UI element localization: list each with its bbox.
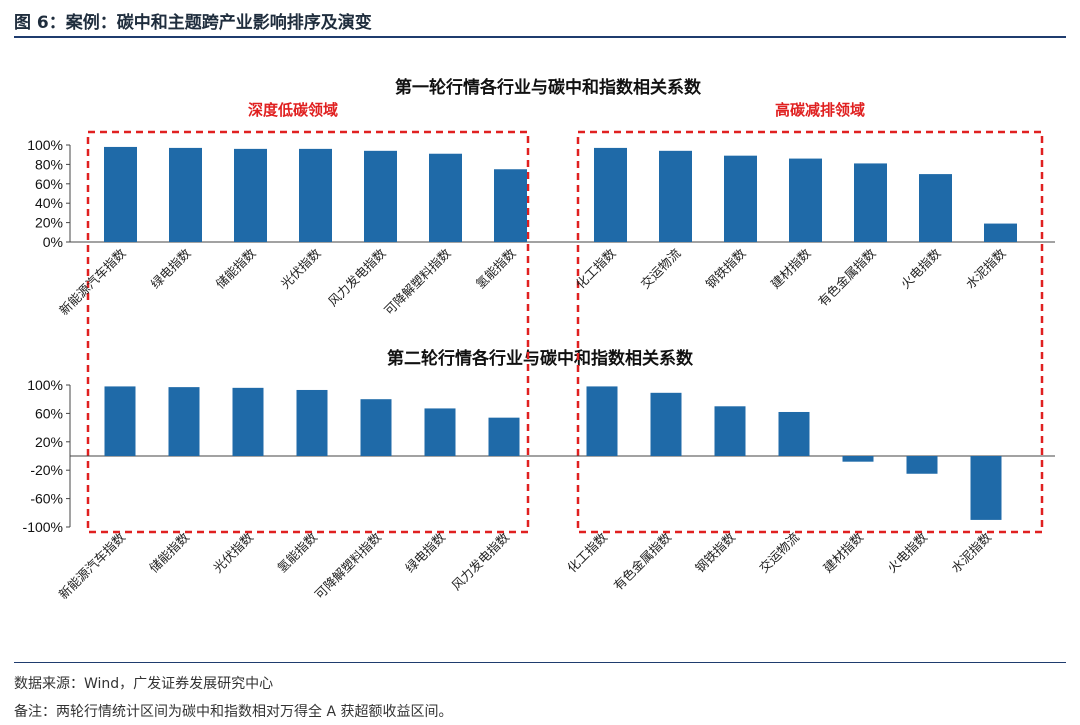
bar xyxy=(970,456,1002,520)
bar xyxy=(778,411,810,456)
y-tick-label: -100% xyxy=(23,519,63,535)
y-tick-label: -20% xyxy=(30,462,63,478)
y-tick-label: 20% xyxy=(35,215,63,231)
y-tick-label: 100% xyxy=(27,377,63,393)
category-label: 可降解塑料指数 xyxy=(381,245,454,318)
zone-box-emission-reduction xyxy=(576,130,1044,534)
bar xyxy=(168,387,200,456)
zone-box-layer xyxy=(86,130,1044,534)
category-label: 绿电指数 xyxy=(402,529,448,575)
category-label: 有色金属指数 xyxy=(610,529,674,593)
category-label: 氢能指数 xyxy=(274,529,320,575)
category-label: 水泥指数 xyxy=(963,245,1009,291)
category-label: 风力发电指数 xyxy=(448,529,512,593)
bar xyxy=(104,146,137,242)
figure-note: 备注：两轮行情统计区间为碳中和指数相对万得全 A 获超额收益区间。 xyxy=(14,704,453,720)
category-label: 绿电指数 xyxy=(148,245,194,291)
bar xyxy=(842,456,874,462)
category-label: 氢能指数 xyxy=(473,245,519,291)
category-label: 火电指数 xyxy=(884,529,930,575)
category-label: 光伏指数 xyxy=(210,529,256,575)
bar xyxy=(586,386,618,456)
data-source: 数据来源：Wind，广发证券发展研究中心 xyxy=(14,676,274,692)
y-tick-label: 20% xyxy=(35,434,63,450)
bar xyxy=(488,417,520,456)
y-tick-label: 60% xyxy=(35,405,63,421)
y-tick-label: 40% xyxy=(35,195,63,211)
category-label: 可降解塑料指数 xyxy=(312,529,385,602)
chart-title-round1: 第一轮行情各行业与碳中和指数相关系数 xyxy=(395,77,702,98)
bar xyxy=(296,389,328,456)
category-label: 新能源汽车指数 xyxy=(56,245,129,318)
bar xyxy=(234,148,267,242)
bar xyxy=(429,153,462,242)
zone-box-low-carbon xyxy=(86,130,530,534)
bar xyxy=(494,169,527,242)
bar xyxy=(104,386,136,456)
category-label: 建材指数 xyxy=(768,245,814,291)
category-label: 有色金属指数 xyxy=(815,245,879,309)
chart-area: 第一轮行情各行业与碳中和指数相关系数 第二轮行情各行业与碳中和指数相关系数 深度… xyxy=(23,77,1055,602)
zone-label-low-carbon: 深度低碳领域 xyxy=(248,101,338,119)
bar xyxy=(984,223,1017,242)
bar xyxy=(424,408,456,456)
category-label: 钢铁指数 xyxy=(692,529,738,575)
category-label: 建材指数 xyxy=(820,529,866,575)
bar xyxy=(919,174,952,242)
bar xyxy=(650,392,682,456)
bar xyxy=(659,150,692,242)
footer-rule xyxy=(14,662,1066,663)
bar xyxy=(854,163,887,242)
y-tick-label: 60% xyxy=(35,176,63,192)
header-rule xyxy=(14,36,1066,38)
chart-title-round2: 第二轮行情各行业与碳中和指数相关系数 xyxy=(387,348,694,369)
y-tick-label: -60% xyxy=(30,491,63,507)
bar xyxy=(360,399,392,456)
figure-footer: 数据来源：Wind，广发证券发展研究中心 备注：两轮行情统计区间为碳中和指数相对… xyxy=(14,662,1066,721)
category-label: 储能指数 xyxy=(146,529,192,575)
bar xyxy=(594,147,627,242)
y-tick-label: 0% xyxy=(43,234,63,250)
bar xyxy=(299,148,332,242)
bar xyxy=(789,158,822,242)
bar xyxy=(232,387,264,456)
bar xyxy=(364,150,397,242)
figure-title: 图 6：案例：碳中和主题跨产业影响排序及演变 xyxy=(14,13,372,33)
category-label: 火电指数 xyxy=(898,245,944,291)
category-label: 新能源汽车指数 xyxy=(56,529,129,602)
bar xyxy=(906,456,938,474)
y-tick-label: 100% xyxy=(27,137,63,153)
category-label: 化工指数 xyxy=(564,529,610,575)
category-label: 储能指数 xyxy=(213,245,259,291)
category-label: 光伏指数 xyxy=(278,245,324,291)
bar xyxy=(714,406,746,456)
category-label: 交运物流 xyxy=(756,529,802,575)
y-tick-label: 80% xyxy=(35,156,63,172)
category-label: 水泥指数 xyxy=(948,529,994,575)
category-label: 钢铁指数 xyxy=(703,245,749,291)
plot-layer: 0%20%40%60%80%100%新能源汽车指数 绿电指数 储能指数 光伏指数 风力发… xyxy=(23,137,1055,602)
zone-label-emission-reduction: 高碳减排领域 xyxy=(775,101,865,119)
category-label: 化工指数 xyxy=(573,245,619,291)
category-label: 风力发电指数 xyxy=(325,245,389,309)
bar xyxy=(724,155,757,242)
bar xyxy=(169,147,202,242)
figure-header: 图 6：案例：碳中和主题跨产业影响排序及演变 xyxy=(14,6,1066,38)
category-label: 交运物流 xyxy=(638,245,684,291)
